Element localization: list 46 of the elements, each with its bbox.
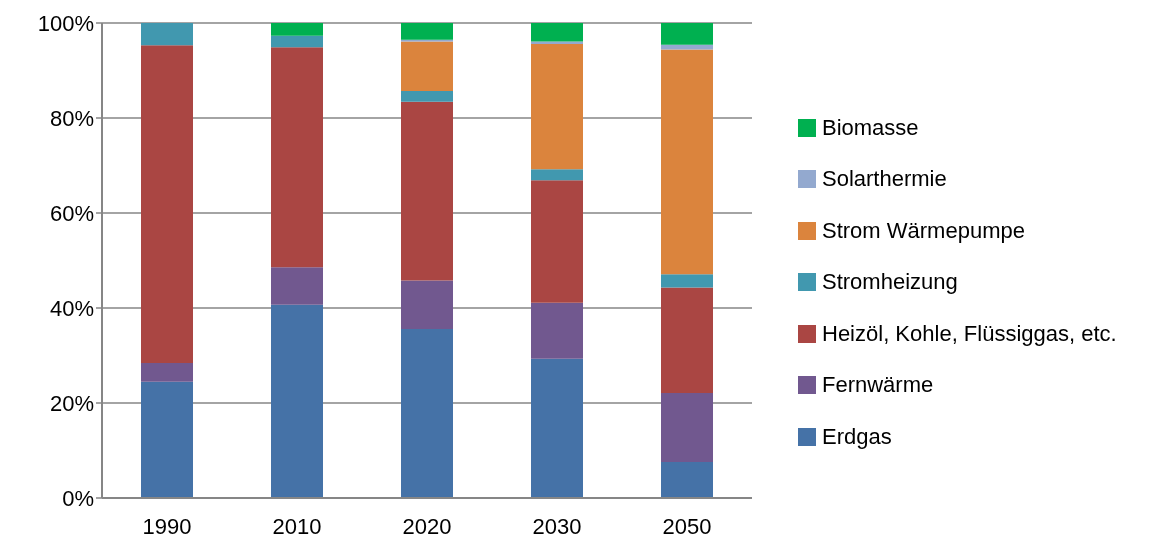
- bar: [401, 101, 453, 281]
- legend-label: Heizöl, Kohle, Flüssiggas, etc.: [822, 320, 1117, 347]
- bar: [531, 43, 583, 170]
- y-tick-label: 40%: [49, 295, 94, 321]
- bar: [661, 461, 713, 498]
- bar: [531, 302, 583, 359]
- bar: [401, 41, 453, 91]
- legend-label: Erdgas: [822, 423, 892, 450]
- bar: [401, 280, 453, 329]
- x-tick-label: 2010: [272, 513, 322, 539]
- legend-label: Fernwärme: [822, 372, 934, 399]
- bar: [401, 23, 453, 40]
- legend-label: Stromheizung: [822, 269, 958, 296]
- bar: [531, 23, 583, 42]
- bar: [401, 328, 453, 498]
- bar: [271, 35, 323, 48]
- bar: [271, 304, 323, 498]
- bar: [141, 45, 193, 364]
- bar: [141, 381, 193, 498]
- y-tick-label: 100%: [37, 10, 94, 36]
- bar: [141, 363, 193, 382]
- x-tick-label: 2050: [662, 513, 712, 539]
- bar: [271, 267, 323, 305]
- bar: [401, 90, 453, 102]
- bar: [141, 23, 193, 46]
- y-tick-label: 0%: [62, 485, 94, 511]
- y-tick-label: 60%: [49, 200, 94, 226]
- x-tick-label: 2030: [532, 513, 582, 539]
- legend-label: Solarthermie: [822, 166, 947, 193]
- bar: [531, 180, 583, 303]
- x-tick-label: 1990: [142, 513, 192, 539]
- bar: [531, 169, 583, 181]
- y-tick-label: 80%: [49, 105, 94, 131]
- legend-label: Strom Wärmepumpe: [822, 217, 1025, 244]
- bar: [661, 44, 713, 50]
- legend-label: Biomasse: [822, 114, 919, 141]
- bar: [531, 358, 583, 498]
- bar: [271, 47, 323, 268]
- bar: [661, 274, 713, 288]
- y-tick-label: 20%: [49, 390, 94, 416]
- bar: [271, 23, 323, 36]
- bar: [661, 393, 713, 462]
- bar: [661, 287, 713, 394]
- x-tick-label: 2020: [402, 513, 452, 539]
- bar: [661, 23, 713, 45]
- bar: [661, 49, 713, 275]
